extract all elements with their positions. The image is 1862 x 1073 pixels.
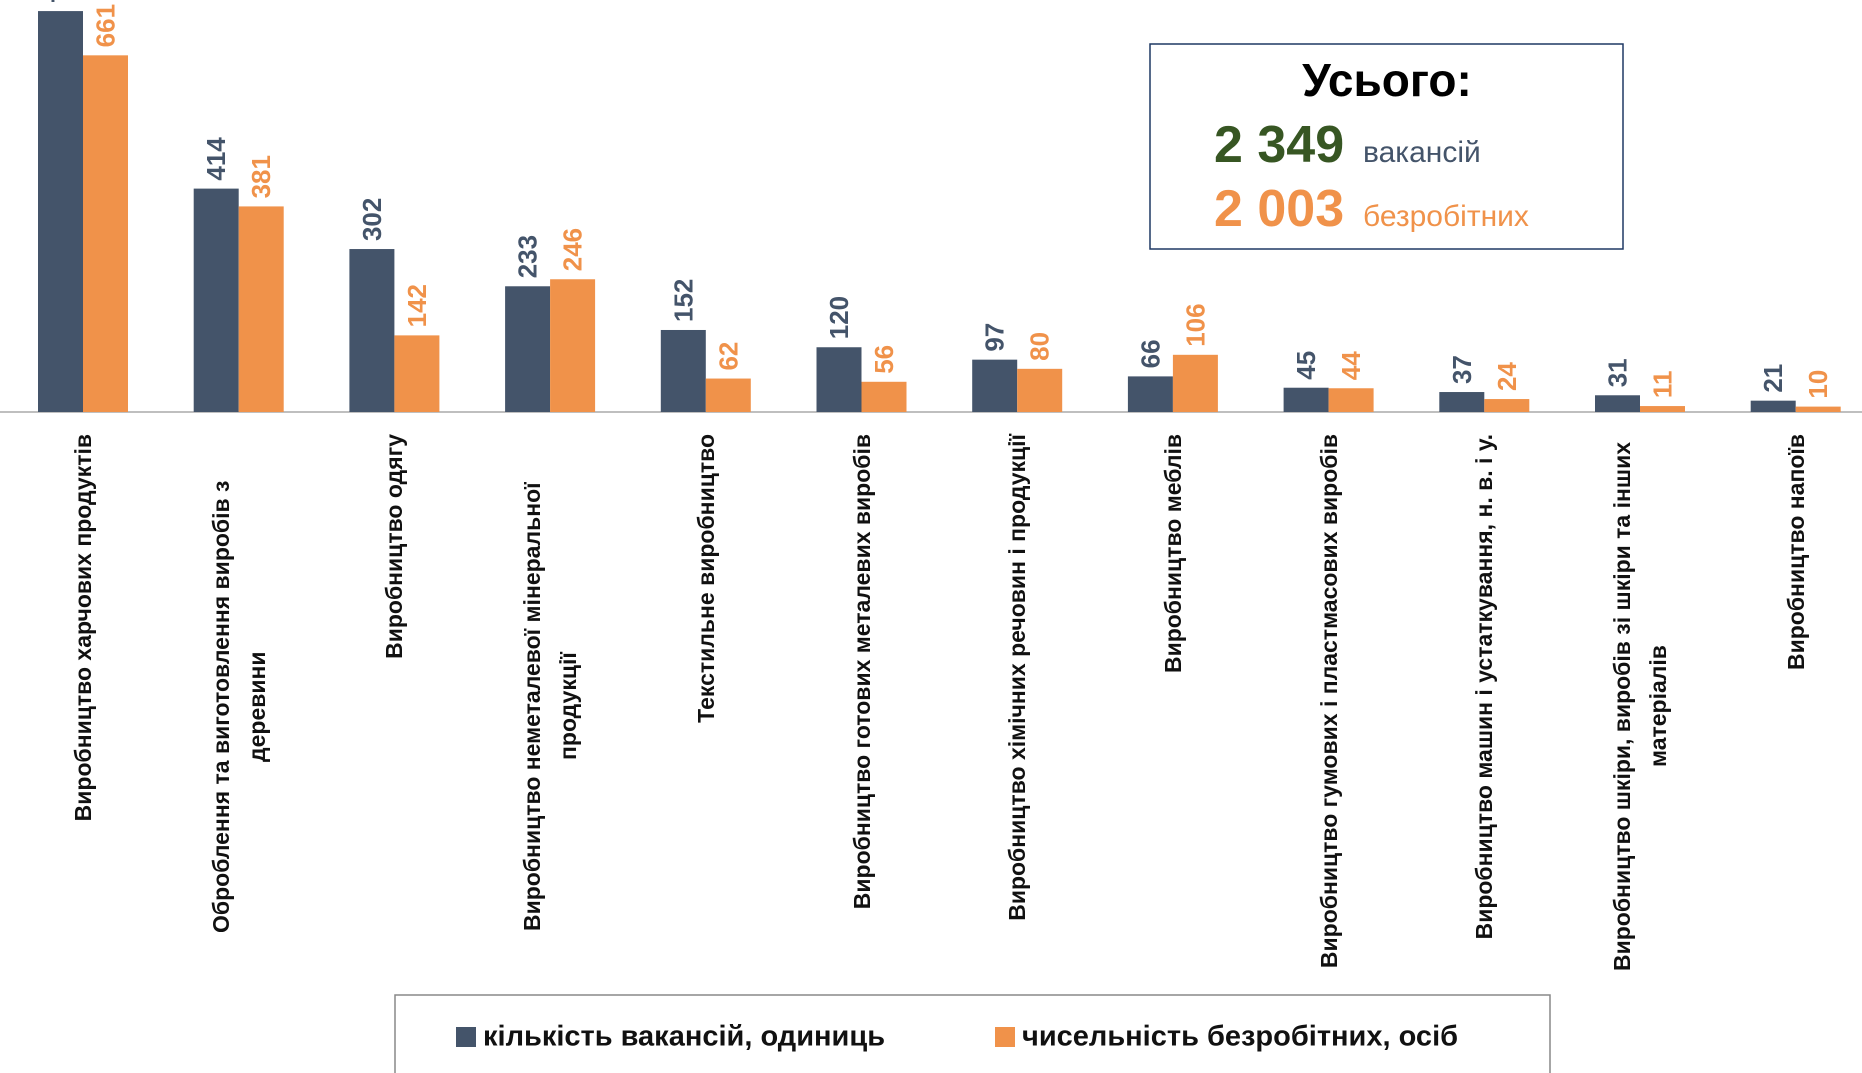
value-label: 66 <box>1135 339 1165 368</box>
value-label: 37 <box>1447 355 1477 384</box>
bar <box>816 347 862 412</box>
value-label: 106 <box>1180 303 1210 346</box>
bar <box>238 206 284 412</box>
value-label: 246 <box>558 228 588 271</box>
bar <box>1640 406 1685 412</box>
value-label: 381 <box>246 155 276 198</box>
bar <box>38 11 83 413</box>
bar <box>1795 406 1841 412</box>
value-label: 80 <box>1025 332 1055 361</box>
bar <box>1328 388 1374 412</box>
x-tick-label: Текстильне виробництво <box>692 434 719 723</box>
bar <box>1595 395 1640 412</box>
value-label: 97 <box>980 323 1010 352</box>
legend-swatch <box>995 1027 1015 1047</box>
value-label: 152 <box>668 279 698 322</box>
value-label: 62 <box>713 342 743 371</box>
value-label: 21 <box>1758 364 1788 393</box>
bar <box>1172 354 1218 412</box>
value-label: 414 <box>201 137 231 181</box>
summary-title: Усього: <box>1302 54 1472 106</box>
value-label: 56 <box>869 345 899 374</box>
bar <box>1750 400 1796 412</box>
value-label: 45 <box>1291 351 1321 380</box>
summary-box <box>1149 43 1624 250</box>
bar <box>1439 392 1485 412</box>
bar <box>1283 387 1329 412</box>
value-label: 10 <box>1803 370 1833 399</box>
x-tick-label: Виробництво напоїв <box>1782 434 1809 670</box>
summary-unemployed: 2 003 <box>1214 180 1344 238</box>
bar <box>394 335 440 412</box>
value-label: 661 <box>91 4 121 47</box>
bar <box>193 188 239 412</box>
value-label: 44 <box>1336 351 1366 380</box>
summary-vacancies: 2 349 <box>1214 116 1344 174</box>
x-tick-label: Виробництво машин і устаткування, н. в. … <box>1471 434 1498 940</box>
value-label: 24 <box>1492 362 1522 391</box>
bar <box>83 55 128 413</box>
x-tick-label: Виробництво шкіри, виробів зі шкіри та і… <box>1609 442 1671 971</box>
legend-label: кількість вакансій, одиниць <box>483 1021 885 1053</box>
summary-vacancies-label: вакансій <box>1363 136 1481 169</box>
x-tick-label: Виробництво готових металевих виробів <box>848 434 875 910</box>
x-tick-label: Виробництво хімічних речовин і продукції <box>1004 434 1031 921</box>
x-tick-label: Виробництво харчових продуктів <box>70 434 96 822</box>
value-label: 233 <box>513 235 543 278</box>
x-tick-label: Оброблення та виготовлення виробів з дер… <box>207 480 270 933</box>
summary-unemployed-label: безробітних <box>1363 200 1529 233</box>
x-tick-label: Виробництво меблів <box>1159 434 1186 674</box>
bar <box>1017 368 1063 412</box>
bar <box>505 286 551 412</box>
bar <box>972 359 1018 412</box>
bar <box>705 378 751 412</box>
value-label: 11 <box>1648 371 1678 399</box>
bar <box>1127 376 1173 412</box>
bar <box>550 279 596 412</box>
legend-box <box>394 994 1551 1073</box>
x-tick-label: Виробництво одягу <box>381 434 408 659</box>
value-label: 120 <box>824 296 854 339</box>
value-label: 302 <box>357 198 387 241</box>
x-tick-label: Виробництво неметалевої мінеральної прод… <box>519 482 582 931</box>
legend-label: чисельність безробітних, осіб <box>1022 1021 1458 1053</box>
value-label: 142 <box>402 284 432 327</box>
bar <box>861 381 907 412</box>
legend-swatch <box>456 1027 476 1047</box>
x-tick-label: Виробництво гумових і пластмасових вироб… <box>1315 434 1342 969</box>
value-label: 31 <box>1603 358 1633 387</box>
bar <box>660 329 706 412</box>
bar <box>349 249 395 412</box>
bar <box>1484 399 1530 412</box>
value-label: 743 <box>46 0 76 3</box>
